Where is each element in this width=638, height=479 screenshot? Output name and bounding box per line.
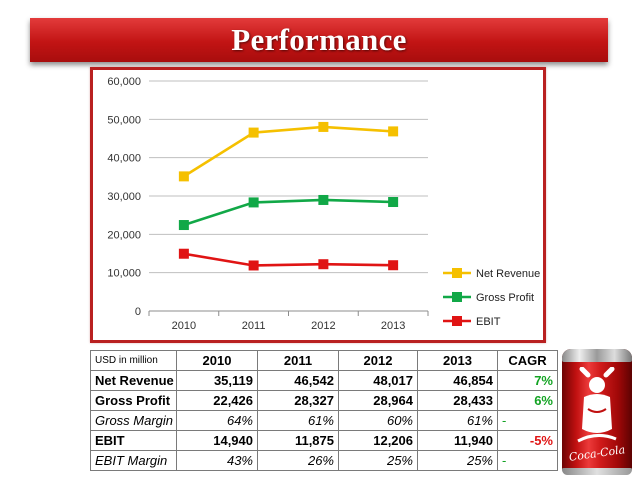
table-cell: 11,940 bbox=[417, 430, 498, 451]
col-header-cagr: CAGR bbox=[497, 350, 558, 371]
table-cell: 22,426 bbox=[176, 390, 258, 411]
unit-label: USD in million bbox=[90, 350, 177, 371]
y-tick-label: 60,000 bbox=[107, 76, 141, 88]
table-cell: 61% bbox=[417, 410, 498, 431]
title-banner: Performance bbox=[30, 18, 608, 62]
y-tick-label: 0 bbox=[135, 306, 141, 318]
table-cell: 25% bbox=[338, 450, 418, 471]
data-point-marker bbox=[318, 121, 329, 132]
legend-marker bbox=[452, 268, 462, 278]
legend-label: EBIT bbox=[476, 316, 501, 328]
series-line bbox=[183, 125, 394, 178]
x-tick-label: 2010 bbox=[172, 320, 196, 332]
cagr-cell: - bbox=[497, 410, 558, 431]
can-lid bbox=[562, 349, 632, 362]
table-cell: 28,964 bbox=[338, 390, 418, 411]
table-row-net-revenue: Net Revenue 35,119 46,542 48,017 46,854 … bbox=[90, 370, 558, 391]
cagr-cell: 7% bbox=[497, 370, 558, 391]
col-header-2013: 2013 bbox=[417, 350, 498, 371]
legend-marker bbox=[452, 316, 462, 326]
table-cell: 48,017 bbox=[338, 370, 418, 391]
table-row-gross-margin: Gross Margin 64% 61% 60% 61% - bbox=[90, 410, 558, 431]
chart-frame: 0 10,000 20,000 30,000 40,000 50,000 60,000 201… bbox=[90, 67, 546, 343]
legend-label: Gross Profit bbox=[476, 292, 534, 304]
series-line bbox=[183, 252, 394, 267]
table-cell: 26% bbox=[257, 450, 339, 471]
table-cell: 11,875 bbox=[257, 430, 339, 451]
col-header-2010: 2010 bbox=[176, 350, 258, 371]
legend-marker bbox=[452, 292, 462, 302]
cagr-cell: -5% bbox=[497, 430, 558, 451]
cagr-cell: 6% bbox=[497, 390, 558, 411]
row-label: Net Revenue bbox=[90, 370, 177, 391]
table-row-ebit-margin: EBIT Margin 43% 26% 25% 25% - bbox=[90, 450, 558, 471]
data-point-marker bbox=[388, 260, 399, 271]
line-chart: 0 10,000 20,000 30,000 40,000 50,000 60,000 201… bbox=[107, 76, 540, 332]
data-point-marker bbox=[248, 127, 259, 138]
table-cell: 12,206 bbox=[338, 430, 418, 451]
data-point-marker bbox=[318, 259, 329, 270]
data-point-marker bbox=[388, 197, 399, 208]
x-tick-label: 2013 bbox=[381, 320, 405, 332]
table-cell: 64% bbox=[176, 410, 258, 431]
table-cell: 46,854 bbox=[417, 370, 498, 391]
y-tick-label: 50,000 bbox=[107, 114, 141, 126]
data-point-marker bbox=[388, 126, 399, 137]
data-point-marker bbox=[318, 194, 329, 205]
table-row-ebit: EBIT 14,940 11,875 12,206 11,940 -5% bbox=[90, 430, 558, 451]
y-tick-label: 10,000 bbox=[107, 268, 141, 280]
data-point-marker bbox=[178, 248, 189, 259]
y-tick-label: 20,000 bbox=[107, 229, 141, 241]
table-cell: 61% bbox=[257, 410, 339, 431]
y-tick-label: 30,000 bbox=[107, 191, 141, 203]
slide-title: Performance bbox=[231, 22, 407, 57]
coca-cola-can-image: Coca-Cola bbox=[562, 349, 632, 475]
col-header-2011: 2011 bbox=[257, 350, 339, 371]
row-label: Gross Margin bbox=[90, 410, 177, 431]
data-point-marker bbox=[248, 260, 259, 271]
data-point-marker bbox=[178, 171, 189, 182]
table-cell: 46,542 bbox=[257, 370, 339, 391]
table-row-gross-profit: Gross Profit 22,426 28,327 28,964 28,433… bbox=[90, 390, 558, 411]
y-tick-label: 40,000 bbox=[107, 153, 141, 165]
row-label: EBIT bbox=[90, 430, 177, 451]
table-cell: 25% bbox=[417, 450, 498, 471]
data-point-marker bbox=[248, 197, 259, 208]
table-cell: 43% bbox=[176, 450, 258, 471]
performance-table: USD in million 2010 2011 2012 2013 CAGR … bbox=[90, 350, 558, 471]
table-cell: 28,433 bbox=[417, 390, 498, 411]
series-line bbox=[183, 198, 394, 227]
table-header-row: USD in million 2010 2011 2012 2013 CAGR bbox=[90, 350, 558, 371]
can-base bbox=[562, 468, 632, 475]
cagr-cell: - bbox=[497, 450, 558, 471]
table-cell: 28,327 bbox=[257, 390, 339, 411]
x-tick-label: 2012 bbox=[311, 320, 335, 332]
table-cell: 60% bbox=[338, 410, 418, 431]
row-label: EBIT Margin bbox=[90, 450, 177, 471]
table-cell: 35,119 bbox=[176, 370, 258, 391]
data-point-marker bbox=[178, 220, 189, 231]
legend-label: Net Revenue bbox=[476, 268, 540, 280]
table-cell: 14,940 bbox=[176, 430, 258, 451]
row-label: Gross Profit bbox=[90, 390, 177, 411]
x-tick-label: 2011 bbox=[242, 320, 266, 332]
col-header-2012: 2012 bbox=[338, 350, 418, 371]
can-figure-graphic bbox=[577, 367, 617, 443]
